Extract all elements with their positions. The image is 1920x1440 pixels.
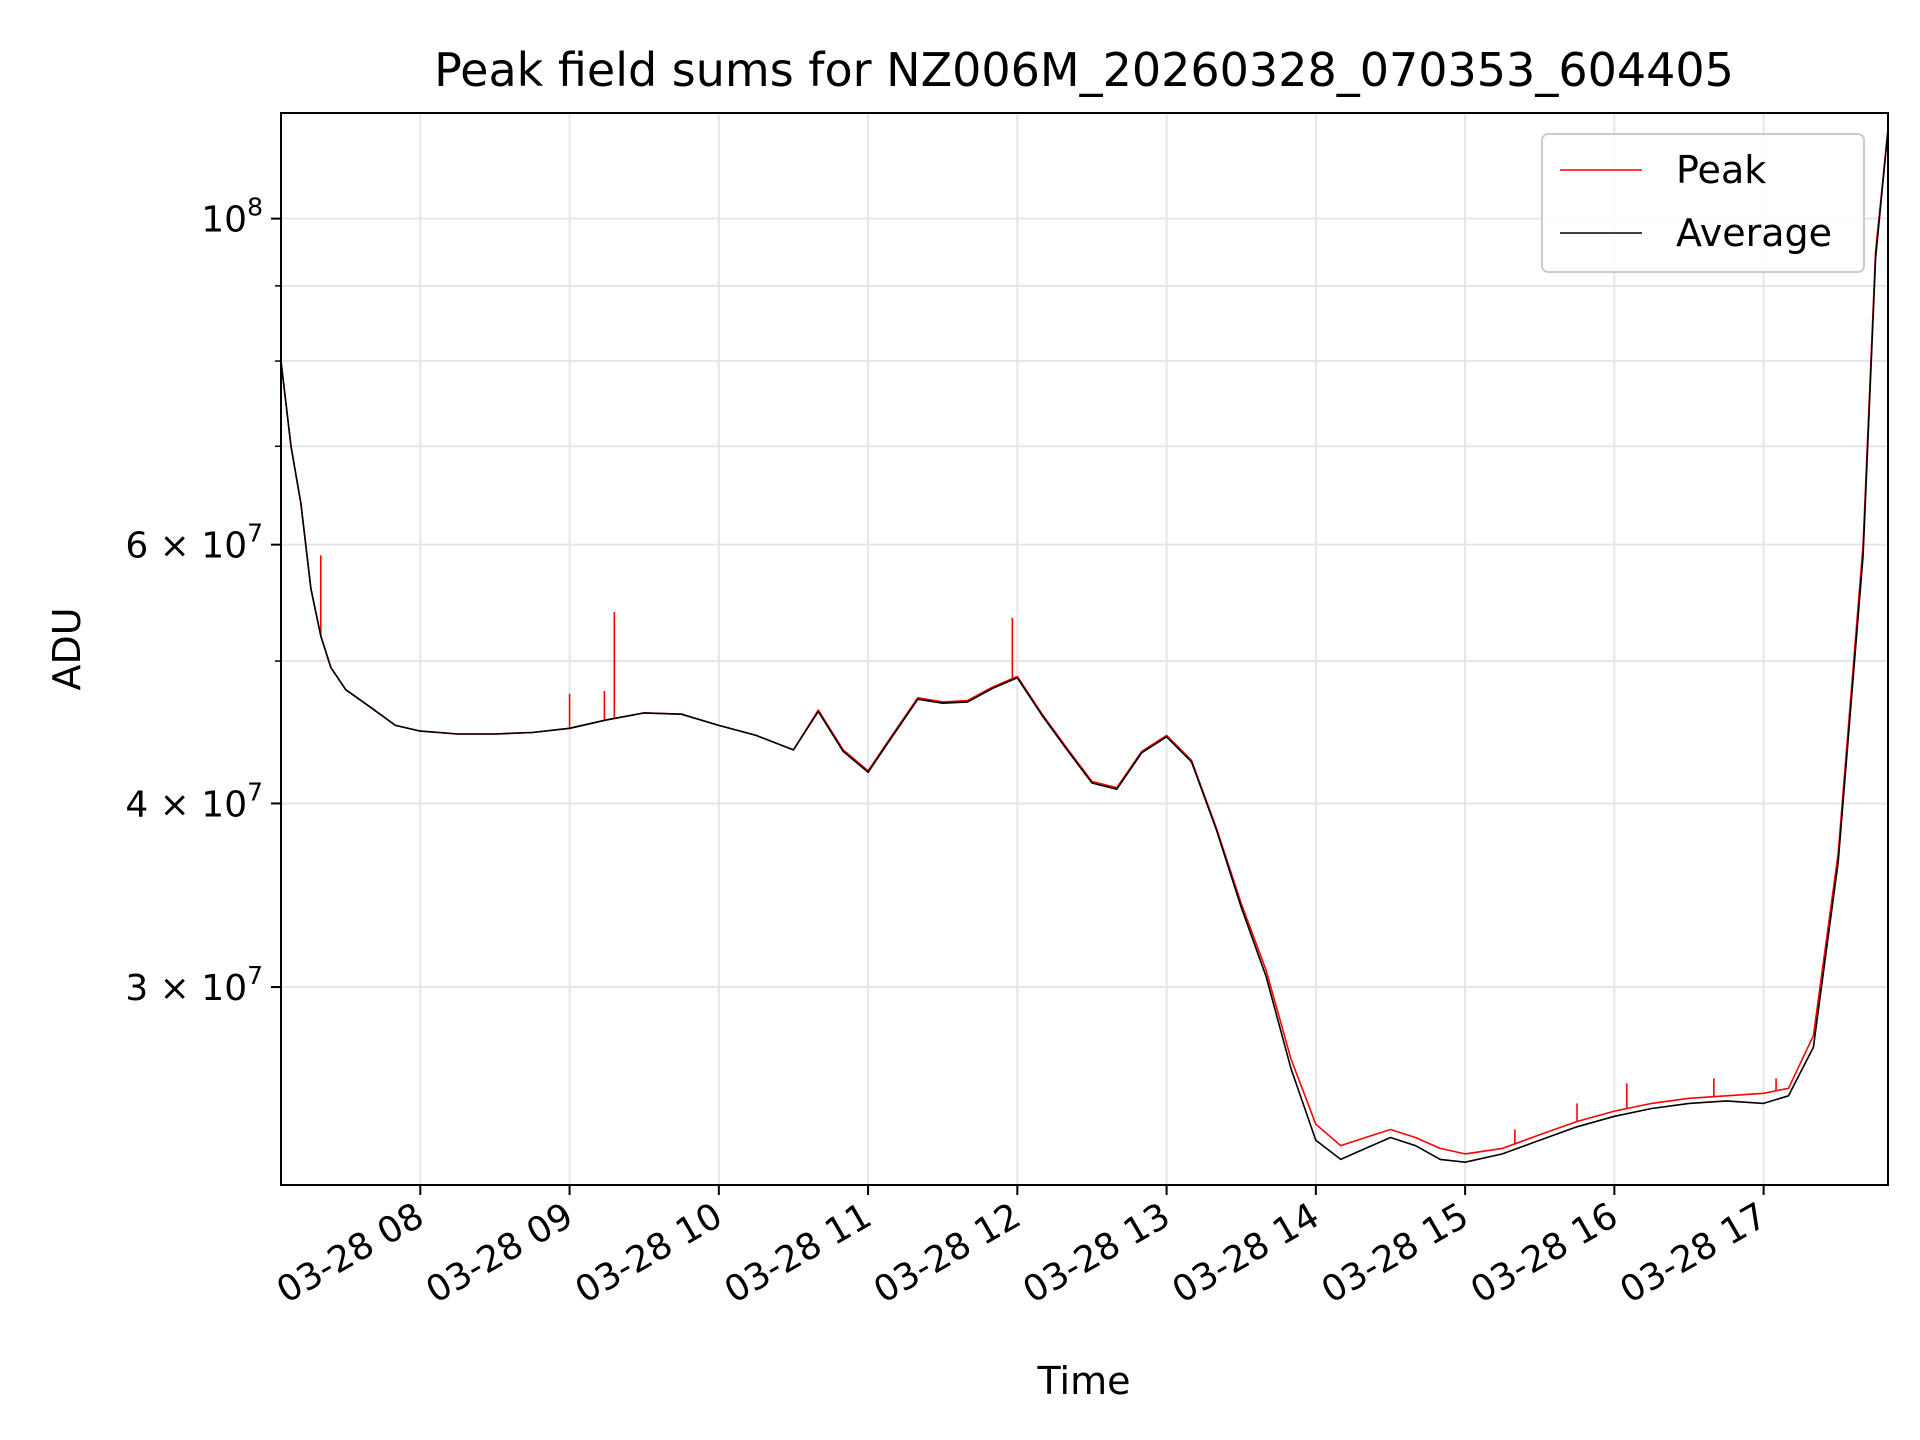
plot-area-frame xyxy=(280,112,1889,1186)
legend: Peak Average xyxy=(1541,133,1865,273)
legend-label-peak: Peak xyxy=(1676,148,1766,192)
y-tick-label: 4 × 107 xyxy=(125,777,263,825)
y-axis-label: ADU xyxy=(45,607,89,690)
series-line-average xyxy=(280,129,1889,1163)
legend-box xyxy=(1541,133,1865,273)
chart-title: Peak field sums for NZ006M_20260328_0703… xyxy=(434,43,1734,97)
y-tick-label: 3 × 107 xyxy=(125,961,263,1009)
series-group xyxy=(280,129,1889,1163)
y-tick-label: 6 × 107 xyxy=(125,519,263,567)
x-axis-label: Time xyxy=(1037,1359,1131,1403)
grid xyxy=(281,113,1888,1185)
legend-label-average: Average xyxy=(1676,211,1832,255)
y-tick-label: 108 xyxy=(201,193,263,241)
